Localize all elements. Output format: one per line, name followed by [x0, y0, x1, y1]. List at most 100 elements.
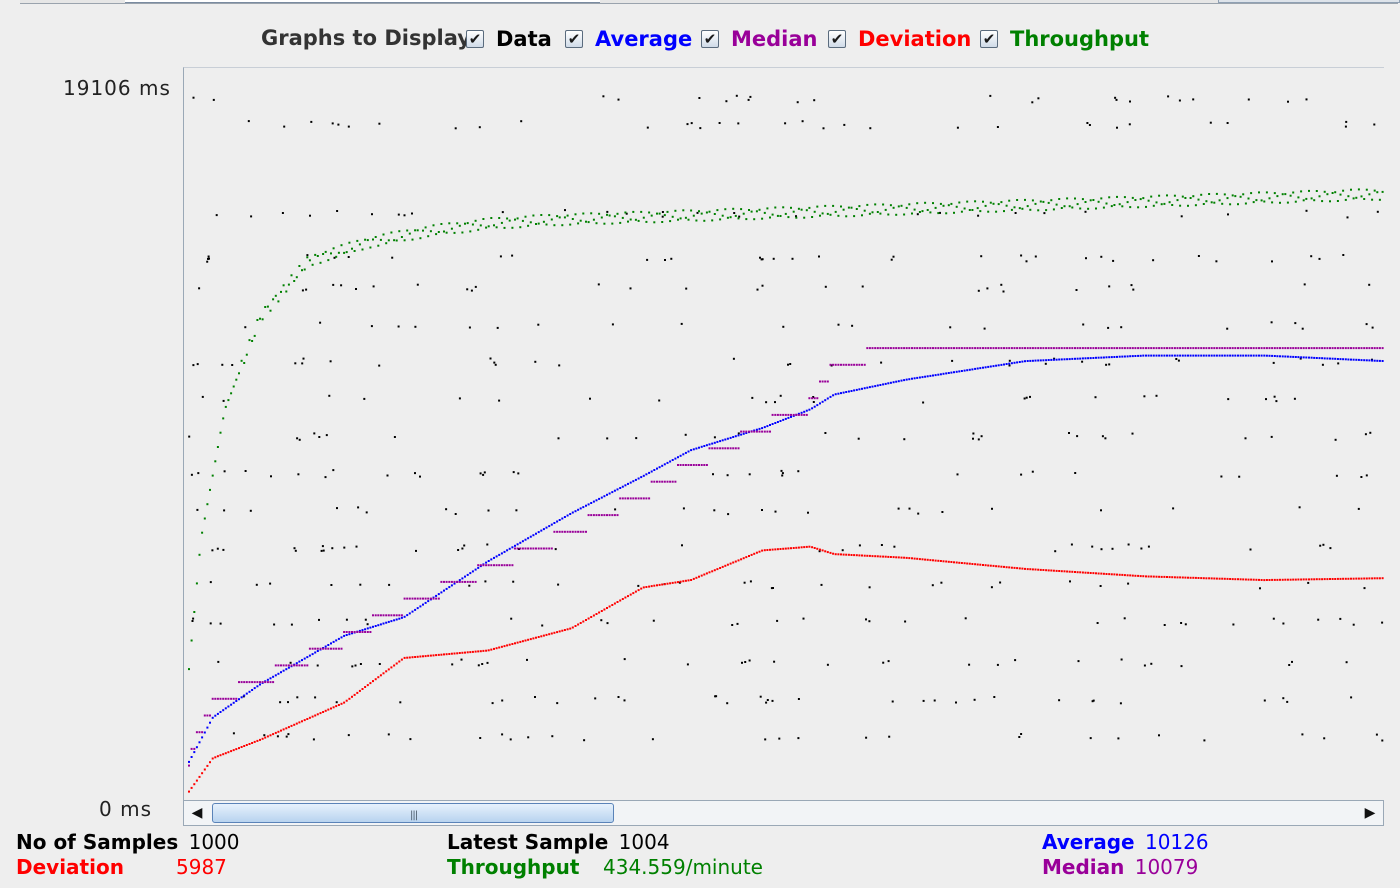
- median-point: [1018, 347, 1021, 350]
- deviation-stat-label: Deviation: [16, 855, 124, 879]
- median-point: [648, 497, 651, 500]
- deviation-point: [729, 562, 732, 565]
- median-point: [661, 480, 664, 483]
- data-sample-point: [198, 287, 201, 290]
- throughput-point: [203, 517, 206, 520]
- deviation-point: [466, 651, 469, 654]
- data-sample-point: [1350, 696, 1353, 699]
- scroll-left-arrow-icon[interactable]: ◀: [191, 805, 203, 821]
- deviation-point: [1215, 577, 1218, 580]
- data-sample-point: [1101, 435, 1104, 438]
- average-point: [316, 650, 319, 652]
- data-sample-point: [922, 699, 925, 702]
- deviation-point: [511, 643, 514, 645]
- average-point: [427, 600, 430, 603]
- throughput-point: [382, 233, 385, 236]
- data-sample-point: [217, 660, 220, 663]
- throughput-point: [563, 216, 566, 219]
- throughput-checkbox[interactable]: ✔: [980, 30, 998, 48]
- data-sample-point: [748, 659, 751, 662]
- horizontal-scrollbar[interactable]: ◀ ||| ▶: [183, 800, 1384, 826]
- median-point: [837, 363, 840, 366]
- option-throughput[interactable]: ✔ Throughput: [980, 27, 1149, 51]
- median-point: [293, 664, 296, 667]
- data-sample-point: [812, 396, 815, 398]
- top-button[interactable]: [1218, 0, 1400, 3]
- data-sample-point: [773, 660, 776, 663]
- deviation-point: [395, 662, 398, 665]
- top-field[interactable]: [125, 0, 600, 3]
- median-point: [832, 363, 835, 366]
- deviation-point: [918, 558, 921, 561]
- average-checkbox[interactable]: ✔: [565, 30, 583, 48]
- deviation-point: [411, 656, 414, 659]
- median-point: [874, 347, 877, 350]
- deviation-point: [826, 551, 829, 554]
- average-point: [251, 689, 254, 691]
- deviation-point: [545, 633, 548, 636]
- average-point: [1173, 354, 1176, 357]
- scroll-thumb[interactable]: |||: [212, 803, 614, 823]
- throughput-point: [1147, 199, 1150, 202]
- data-sample-point: [606, 622, 609, 625]
- deviation-point: [253, 740, 256, 743]
- average-point: [1024, 360, 1026, 363]
- average-point: [1084, 357, 1087, 360]
- throughput-point: [490, 217, 493, 219]
- median-label: Median: [731, 27, 818, 51]
- median-point: [211, 697, 214, 700]
- throughput-point: [603, 222, 606, 225]
- data-sample-point: [1074, 472, 1077, 474]
- average-point: [529, 535, 532, 538]
- option-deviation[interactable]: ✔ Deviation: [828, 27, 971, 51]
- average-point: [648, 471, 651, 474]
- data-checkbox[interactable]: ✔: [466, 30, 484, 48]
- data-sample-point: [359, 583, 362, 586]
- median-point: [1155, 347, 1158, 350]
- average-point: [238, 698, 240, 701]
- data-sample-point: [1020, 733, 1023, 735]
- throughput-point: [879, 212, 882, 215]
- median-checkbox[interactable]: ✔: [701, 30, 719, 48]
- deviation-point: [569, 627, 572, 630]
- throughput-point: [855, 208, 858, 210]
- median-point: [269, 681, 272, 684]
- data-sample-point: [1143, 395, 1146, 398]
- average-point: [1131, 355, 1134, 358]
- data-sample-point: [294, 362, 297, 365]
- throughput-point: [908, 203, 911, 206]
- median-point: [908, 347, 911, 350]
- average-point: [1003, 363, 1005, 366]
- throughput-point: [1365, 188, 1368, 191]
- median-point: [1171, 347, 1174, 350]
- deviation-point: [955, 561, 958, 564]
- average-point: [1079, 357, 1082, 360]
- throughput-point: [992, 202, 995, 205]
- deviation-point: [311, 715, 314, 718]
- option-median[interactable]: ✔ Median: [701, 27, 818, 51]
- average-point: [779, 420, 782, 422]
- option-average[interactable]: ✔ Average: [565, 27, 692, 51]
- throughput-point: [585, 220, 587, 223]
- median-point: [666, 480, 669, 483]
- option-data[interactable]: ✔ Data: [466, 27, 552, 51]
- throughput-point: [282, 284, 285, 287]
- deviation-checkbox[interactable]: ✔: [828, 30, 846, 48]
- throughput-point: [934, 206, 937, 209]
- deviation-point: [921, 558, 924, 561]
- average-point: [947, 372, 950, 374]
- average-point: [372, 625, 374, 628]
- median-point: [824, 380, 827, 383]
- scroll-right-arrow-icon[interactable]: ▶: [1364, 805, 1376, 821]
- deviation-point: [261, 737, 264, 740]
- average-point: [206, 726, 209, 729]
- median-point: [842, 363, 845, 366]
- data-sample-point: [517, 472, 520, 475]
- median-point: [282, 664, 285, 667]
- average-point: [1292, 355, 1295, 358]
- median-point: [753, 430, 756, 433]
- average-point: [1071, 357, 1074, 360]
- data-sample-point: [554, 548, 557, 551]
- deviation-point: [716, 568, 719, 571]
- median-point: [677, 464, 679, 466]
